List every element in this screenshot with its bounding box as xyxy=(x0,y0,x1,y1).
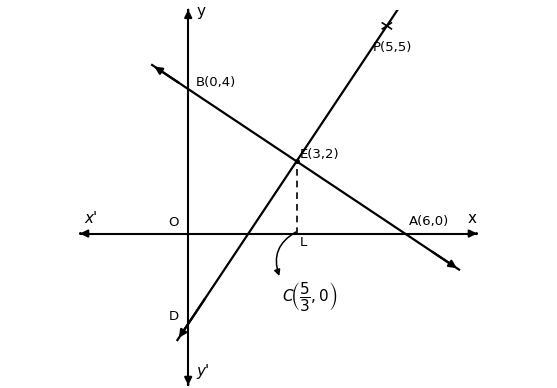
Text: x: x xyxy=(467,211,476,227)
Text: E(3,2): E(3,2) xyxy=(300,148,340,161)
Text: D: D xyxy=(168,310,178,323)
Text: y': y' xyxy=(196,364,209,379)
Text: P(5,5): P(5,5) xyxy=(373,41,413,54)
Text: B(0,4): B(0,4) xyxy=(196,76,236,89)
Text: y: y xyxy=(196,4,205,19)
Text: A(6,0): A(6,0) xyxy=(408,215,449,227)
Text: x': x' xyxy=(84,211,97,227)
Text: O: O xyxy=(168,216,179,229)
Text: $C\!\left(\dfrac{5}{3},0\right)$: $C\!\left(\dfrac{5}{3},0\right)$ xyxy=(282,281,338,314)
Text: L: L xyxy=(300,236,307,249)
